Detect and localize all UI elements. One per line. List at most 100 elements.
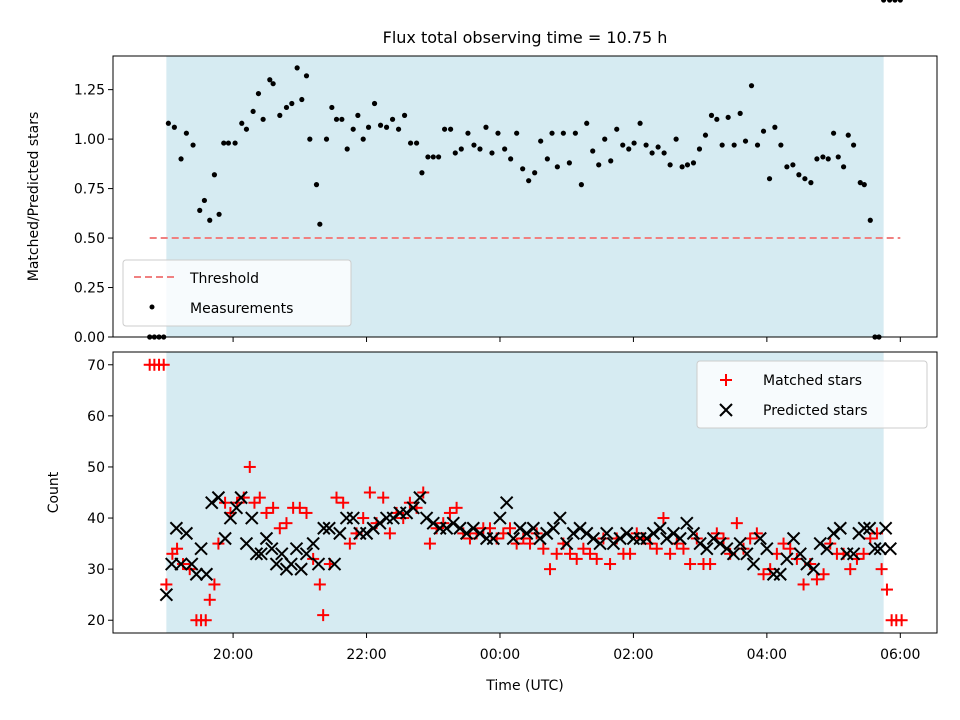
measurement-point xyxy=(655,144,661,150)
matched-star-point xyxy=(330,491,343,504)
predicted-star-point xyxy=(419,511,434,525)
matched-star-point xyxy=(895,614,908,627)
predicted-star-point xyxy=(317,521,331,535)
count-points xyxy=(143,358,908,627)
measurement-point xyxy=(808,180,814,186)
measurement-point xyxy=(307,136,313,142)
measurement-point xyxy=(277,112,283,118)
matched-star-point xyxy=(550,547,563,560)
predicted-star-point xyxy=(466,521,480,535)
predicted-star-point xyxy=(327,557,342,571)
measurement-point xyxy=(814,156,820,162)
measurement-point xyxy=(796,172,802,178)
predicted-star-point xyxy=(306,536,320,551)
measurement-point xyxy=(760,128,767,134)
measurement-point xyxy=(483,124,489,130)
measurement-point xyxy=(371,100,378,107)
matched-star-point xyxy=(624,547,637,560)
predicted-star-point xyxy=(666,526,681,541)
predicted-star-point xyxy=(446,516,460,530)
measurement-point xyxy=(778,142,784,148)
measurement-point xyxy=(430,154,436,160)
top-ytick-label: 0.75 xyxy=(74,182,105,198)
matched-star-point xyxy=(664,547,677,560)
measurement-point xyxy=(260,116,266,122)
measurement-points xyxy=(147,0,903,340)
matched-star-point xyxy=(253,491,266,504)
bottom-ytick-label: 70 xyxy=(87,358,105,374)
predicted-star-point xyxy=(245,511,259,525)
measurement-point xyxy=(714,116,720,122)
predicted-star-point xyxy=(693,536,707,551)
matched-star-point xyxy=(810,573,823,586)
measurement-point xyxy=(850,142,857,148)
matched-star-point xyxy=(717,532,730,545)
predicted-star-point xyxy=(169,521,184,535)
predicted-star-point xyxy=(813,536,827,551)
measurement-point xyxy=(820,154,826,160)
predicted-star-point xyxy=(800,557,814,571)
matched-star-point xyxy=(343,537,356,550)
measurement-point xyxy=(538,138,544,144)
measurement-point xyxy=(667,162,673,168)
matched-star-point xyxy=(267,501,280,514)
measurement-point xyxy=(413,140,420,146)
matched-star-point xyxy=(503,522,516,535)
predicted-star-point xyxy=(660,531,674,546)
matched-star-point xyxy=(684,558,697,571)
measurement-point xyxy=(661,150,667,156)
measurement-point xyxy=(845,132,851,138)
matched-star-point xyxy=(219,496,232,509)
measurement-point xyxy=(679,164,685,170)
matched-star-point xyxy=(650,542,663,555)
measurement-point xyxy=(544,156,550,162)
matched-star-point xyxy=(577,542,590,555)
predicted-star-point xyxy=(346,511,360,525)
predicted-star-point xyxy=(406,501,420,515)
predicted-star-point xyxy=(868,541,882,556)
measurement-point xyxy=(649,150,655,156)
measurement-point xyxy=(742,138,749,144)
predicted-star-point xyxy=(322,521,336,535)
predicted-star-point xyxy=(559,536,574,551)
predicted-star-point xyxy=(294,562,308,576)
predicted-star-point xyxy=(740,547,754,561)
measurement-point xyxy=(477,146,483,152)
matched-star-point xyxy=(730,517,743,530)
predicted-star-point xyxy=(546,521,561,535)
predicted-star-point xyxy=(686,526,701,541)
measurement-point xyxy=(830,130,837,136)
measurement-point xyxy=(620,142,626,148)
legend-predicted-label: Predicted stars xyxy=(763,403,868,419)
measurement-point xyxy=(267,77,273,83)
predicted-star-point xyxy=(673,531,687,546)
matched-star-point xyxy=(160,578,173,591)
predicted-star-point xyxy=(459,526,474,541)
matched-star-point xyxy=(570,552,583,565)
matched-star-point xyxy=(857,547,870,560)
predicted-star-point xyxy=(194,541,208,556)
measurement-point xyxy=(323,136,330,142)
predicted-star-point xyxy=(269,557,284,571)
measurement-point xyxy=(344,146,350,152)
measurement-point xyxy=(425,154,431,160)
predicted-star-point xyxy=(373,516,387,530)
matched-star-point xyxy=(564,547,577,560)
predicted-star-point xyxy=(706,531,721,546)
predicted-star-point xyxy=(833,521,847,535)
bottom-y-axis-label: Count xyxy=(46,471,62,513)
legend-predicted-swatch xyxy=(719,403,733,417)
measurement-point xyxy=(584,120,590,126)
predicted-star-point xyxy=(533,531,547,546)
bottom-x-axis-label: Time (UTC) xyxy=(485,678,563,694)
top-ytick-label: 0.50 xyxy=(74,231,105,247)
predicted-star-point xyxy=(159,587,174,602)
predicted-star-point xyxy=(211,490,226,505)
predicted-star-point xyxy=(646,526,661,541)
measurement-point xyxy=(495,130,501,136)
measurement-point xyxy=(520,166,526,172)
predicted-star-point xyxy=(185,557,199,571)
measurement-point xyxy=(221,140,227,146)
predicted-star-point xyxy=(519,526,534,541)
matched-star-point xyxy=(171,542,184,555)
